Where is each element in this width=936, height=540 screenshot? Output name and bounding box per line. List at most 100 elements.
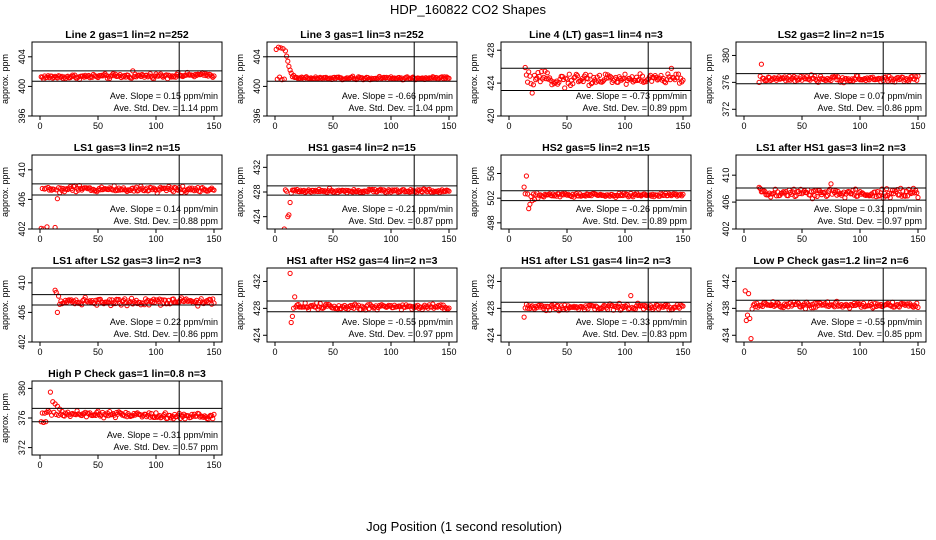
y-tick-label: 372 — [17, 440, 27, 455]
data-series — [38, 183, 217, 229]
data-point — [609, 302, 615, 309]
y-tick-label: 506 — [486, 166, 496, 181]
data-point — [614, 304, 620, 310]
data-point — [570, 81, 576, 87]
std-dev-annotation: Ave. Std. Dev. = 0.86 ppm — [818, 103, 922, 113]
data-point — [144, 414, 150, 420]
x-tick-label: 100 — [852, 234, 867, 244]
y-tick-label: 428 — [252, 301, 262, 316]
data-point — [375, 75, 381, 81]
y-axis-label: approx. ppm — [469, 280, 479, 330]
data-point — [167, 73, 173, 79]
data-point — [69, 72, 76, 78]
data-point — [384, 303, 391, 310]
plot-frame — [500, 154, 692, 230]
panel-title: Line 3 gas=1 lin=3 n=252 — [300, 29, 424, 41]
data-point — [566, 71, 572, 77]
data-point — [51, 186, 57, 192]
data-point — [835, 74, 841, 80]
x-tick-label: 100 — [148, 234, 163, 244]
y-axis-label: approx. ppm — [704, 54, 714, 104]
y-tick-label: 498 — [486, 215, 496, 230]
data-point — [54, 309, 61, 315]
data-point — [402, 304, 408, 310]
std-dev-annotation: Ave. Std. Dev. = 0.89 ppm — [583, 103, 687, 113]
data-point — [574, 73, 581, 79]
plot-frame — [31, 267, 223, 343]
x-tick-label: 0 — [37, 347, 42, 357]
x-tick-label: 50 — [797, 347, 807, 357]
chart-panel: High P Check gas=1 lin=0.8 n=3 approx. pp… — [0, 368, 223, 470]
data-point — [82, 72, 88, 79]
data-point — [343, 187, 349, 193]
x-tick-label: 150 — [206, 234, 221, 244]
data-point — [758, 61, 765, 67]
y-tick-label: 434 — [721, 328, 731, 343]
data-point — [607, 73, 613, 79]
slope-annotation: Ave. Slope = 0.15 ppm/min — [110, 91, 218, 101]
panel-title: HS1 gas=4 lin=2 n=15 — [308, 142, 416, 154]
data-point — [680, 303, 686, 309]
data-point — [544, 70, 550, 76]
data-point — [580, 78, 586, 85]
data-point — [93, 297, 99, 303]
data-point — [198, 71, 204, 77]
data-point — [60, 185, 66, 192]
data-point — [663, 80, 669, 86]
data-series — [52, 287, 217, 315]
chart-panel: LS2 gas=2 lin=2 n=15 approx. ppm 0 50 100 150… — [704, 29, 927, 131]
data-point — [284, 53, 290, 59]
data-point — [571, 303, 577, 309]
y-tick-label: 380 — [17, 381, 27, 396]
y-tick-label: 442 — [721, 274, 731, 289]
y-axis-label: approx. ppm — [235, 54, 245, 104]
data-point — [615, 303, 621, 309]
x-tick-label: 50 — [562, 121, 572, 131]
data-point — [661, 303, 668, 309]
data-point — [526, 69, 532, 75]
data-point — [137, 72, 143, 78]
data-point — [159, 73, 165, 79]
x-tick-label: 150 — [206, 347, 221, 357]
data-point — [570, 191, 576, 197]
x-tick-label: 100 — [148, 347, 163, 357]
slope-annotation: Ave. Slope = -0.21 ppm/min — [342, 204, 453, 214]
x-tick-label: 0 — [506, 347, 511, 357]
data-point — [808, 189, 814, 195]
data-point — [821, 302, 827, 308]
data-point — [311, 189, 317, 195]
data-point — [162, 410, 168, 416]
data-point — [446, 75, 452, 81]
data-point — [778, 304, 784, 310]
data-point — [123, 187, 129, 193]
data-point — [282, 48, 288, 54]
data-point — [566, 305, 572, 311]
panel-title: LS1 after LS2 gas=3 lin=2 n=3 — [53, 255, 202, 267]
data-point — [562, 85, 568, 91]
y-tick-label: 402 — [721, 221, 731, 236]
data-point — [56, 185, 62, 191]
data-point — [335, 306, 341, 312]
slope-annotation: Ave. Slope = -0.33 ppm/min — [576, 317, 687, 327]
data-point — [175, 187, 181, 193]
data-point — [858, 191, 864, 197]
data-point — [527, 73, 533, 79]
data-point — [609, 192, 615, 198]
data-series — [38, 68, 217, 83]
chart-panel: Line 3 gas=1 lin=3 n=252 approx. ppm 0 50 10… — [235, 29, 458, 131]
data-point — [785, 304, 791, 310]
panel-title: Line 4 (LT) gas=1 lin=4 n=3 — [529, 29, 663, 41]
chart-panel: HS1 after HS2 gas=4 lin=2 n=3 approx. ppm… — [235, 255, 458, 357]
std-dev-annotation: Ave. Std. Dev. = 1.14 ppm — [114, 103, 218, 113]
y-tick-label: 438 — [721, 301, 731, 316]
data-point — [616, 300, 622, 306]
data-point — [834, 77, 840, 83]
plot-frame — [500, 41, 692, 117]
data-point — [210, 74, 216, 80]
chart-panel: LS1 after LS2 gas=3 lin=2 n=3 approx. ppm… — [0, 255, 223, 357]
y-axis-label: approx. ppm — [0, 393, 10, 443]
data-point — [438, 302, 444, 308]
slope-annotation: Ave. Slope = 0.31 ppm/min — [814, 204, 922, 214]
std-dev-annotation: Ave. Std. Dev. = 0.85 ppm — [818, 329, 922, 339]
data-point — [823, 193, 830, 199]
